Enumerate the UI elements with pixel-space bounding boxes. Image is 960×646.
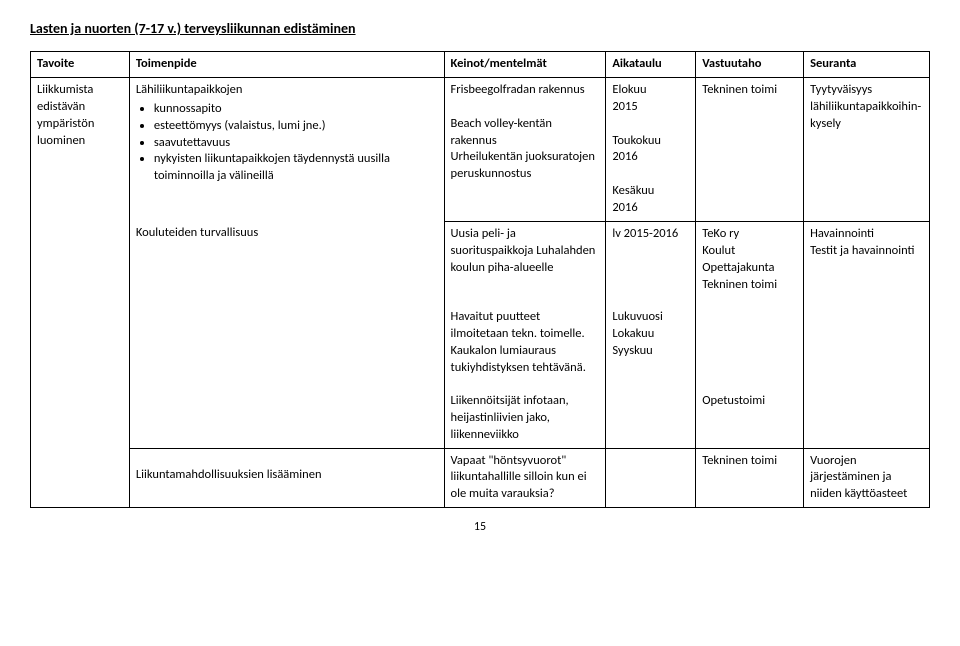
cell-aikataulu: Elokuu 2015 Toukokuu 2016 Kesäkuu 2016 <box>606 77 696 221</box>
table-row: Havaitut puutteet ilmoitetaan tekn. toim… <box>31 297 930 381</box>
cell-vastuutaho: TeKo ry Koulut Opettajakunta Tekninen to… <box>696 221 804 297</box>
table-row: Liikuntamahdollisuuksien lisääminen Vapa… <box>31 448 930 508</box>
cell-toimenpide: Kouluteiden turvallisuus <box>129 221 444 297</box>
toimenpide-bullets: kunnossapito esteettömyys (valaistus, lu… <box>154 101 438 185</box>
header-toimenpide: Toimenpide <box>129 52 444 78</box>
cell-aikataulu-empty <box>606 448 696 508</box>
header-aikataulu: Aikataulu <box>606 52 696 78</box>
doc-title: Lasten ja nuorten (7-17 v.) terveysliiku… <box>30 20 930 37</box>
cell-toimenpide-empty <box>129 381 444 448</box>
list-item: kunnossapito <box>154 101 438 118</box>
cell-seuranta: Tyytyväisyys lähiliikuntapaikkoihin- kys… <box>804 77 930 221</box>
cell-seuranta-empty <box>804 297 930 381</box>
cell-vastuutaho: Tekninen toimi <box>696 448 804 508</box>
main-table: Tavoite Toimenpide Keinot/mentelmät Aika… <box>30 51 930 508</box>
cell-vastuutaho: Opetustoimi <box>696 381 804 448</box>
toimenpide-lead: Lähiliikuntapaikkojen <box>136 82 243 97</box>
header-seuranta: Seuranta <box>804 52 930 78</box>
cell-keinot: Uusia peli- ja suorituspaikkoja Luhalahd… <box>444 221 606 297</box>
cell-vastuutaho: Tekninen toimi <box>696 77 804 221</box>
cell-keinot: Frisbeegolfradan rakennus Beach volley-k… <box>444 77 606 221</box>
cell-keinot: Liikennöitsijät infotaan, heijastinliivi… <box>444 381 606 448</box>
list-item: esteettömyys (valaistus, lumi jne.) <box>154 118 438 135</box>
cell-keinot: Vapaat "höntsyvuorot" liikuntahallille s… <box>444 448 606 508</box>
cell-aikataulu: Lukuvuosi Lokakuu Syyskuu <box>606 297 696 381</box>
cell-toimenpide: Liikuntamahdollisuuksien lisääminen <box>129 448 444 508</box>
header-keinot: Keinot/mentelmät <box>444 52 606 78</box>
cell-seuranta-empty <box>804 381 930 448</box>
cell-aikataulu: lv 2015-2016 <box>606 221 696 297</box>
list-item: saavutettavuus <box>154 135 438 152</box>
table-row: Liikennöitsijät infotaan, heijastinliivi… <box>31 381 930 448</box>
cell-tavoite: Liikkumista edistävän ympäristön luomine… <box>31 77 130 507</box>
cell-seuranta: Vuorojen järjestäminen ja niiden käyttöa… <box>804 448 930 508</box>
table-row: Kouluteiden turvallisuus Uusia peli- ja … <box>31 221 930 297</box>
cell-toimenpide: Lähiliikuntapaikkojen kunnossapito estee… <box>129 77 444 221</box>
table-row: Liikkumista edistävän ympäristön luomine… <box>31 77 930 221</box>
list-item: nykyisten liikuntapaikkojen täydennystä … <box>154 151 438 185</box>
cell-seuranta: Havainnointi Testit ja havainnointi <box>804 221 930 297</box>
page-number: 15 <box>30 520 930 534</box>
cell-aikataulu-empty <box>606 381 696 448</box>
cell-toimenpide-empty <box>129 297 444 381</box>
header-tavoite: Tavoite <box>31 52 130 78</box>
header-row: Tavoite Toimenpide Keinot/mentelmät Aika… <box>31 52 930 78</box>
cell-keinot: Havaitut puutteet ilmoitetaan tekn. toim… <box>444 297 606 381</box>
header-vastuutaho: Vastuutaho <box>696 52 804 78</box>
cell-vastuutaho-empty <box>696 297 804 381</box>
